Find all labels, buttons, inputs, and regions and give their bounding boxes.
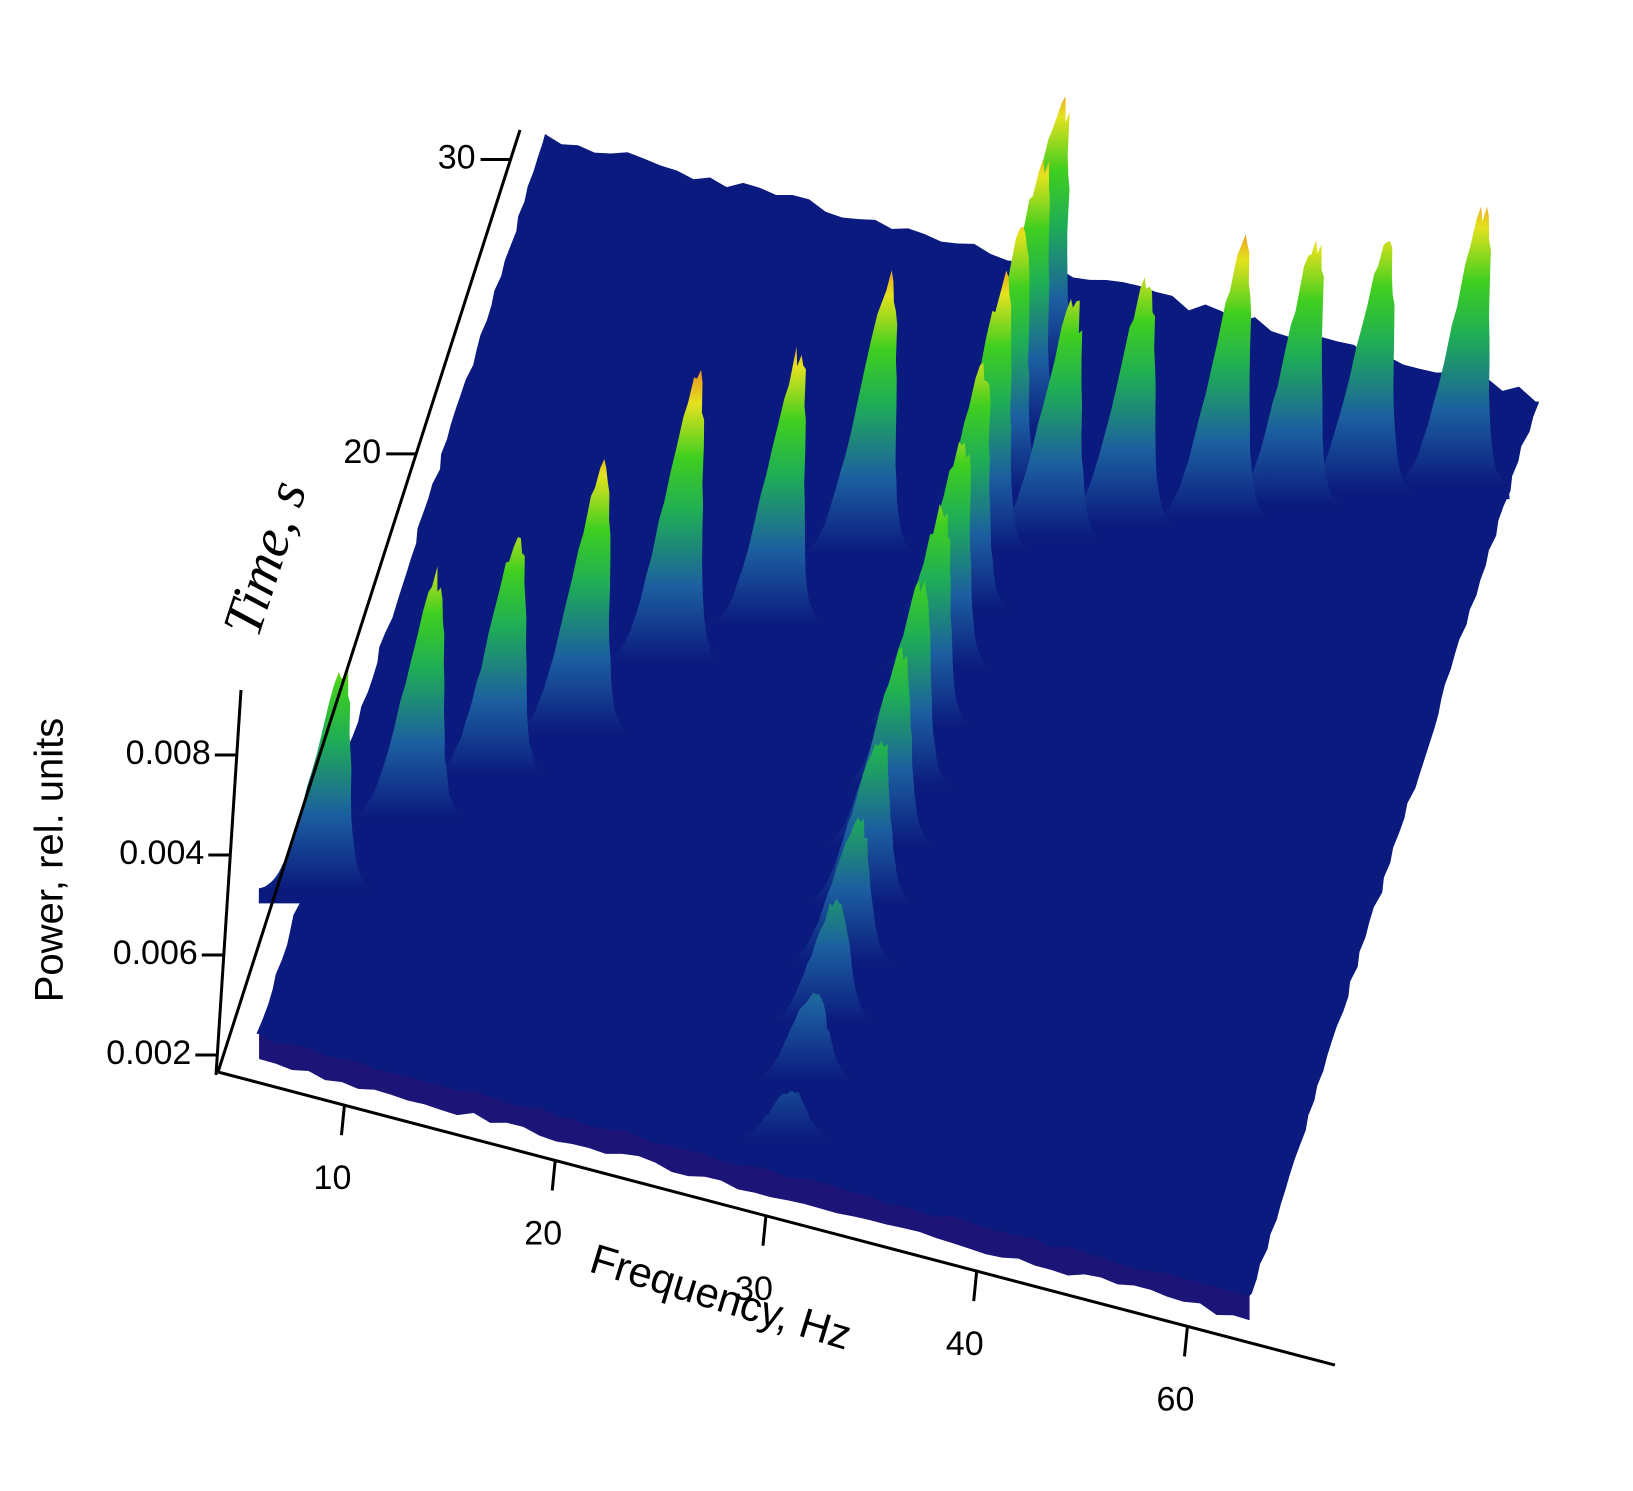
peak [514, 459, 631, 748]
x-tick-label: 40 [946, 1325, 984, 1363]
z-tick-label: 0.006 [113, 934, 198, 972]
peak [783, 817, 900, 978]
peak [988, 298, 1105, 553]
z-tick-label: 0.004 [119, 834, 204, 872]
peak [1393, 206, 1510, 500]
z-tick-label: 0.008 [126, 734, 211, 772]
peak [726, 1091, 843, 1154]
peak [800, 270, 917, 567]
peak [606, 369, 722, 676]
peak [1154, 234, 1271, 533]
z-tick-label: 0.002 [106, 1034, 191, 1072]
x-tick [761, 1215, 768, 1246]
y-axis [216, 129, 522, 1073]
y-tick-label: 30 [438, 138, 476, 176]
y-axis-label: Time, s [211, 473, 319, 643]
peaks [258, 96, 1510, 1154]
peak [1060, 277, 1177, 540]
peak [432, 537, 549, 790]
x-tick [1182, 1326, 1189, 1357]
x-tick-label: 10 [314, 1159, 352, 1197]
x-tick [339, 1105, 346, 1136]
peak [350, 566, 467, 832]
axes: 10 20 30 40 60 20 30 0.002 0.006 0.004 0.008 [106, 129, 1336, 1418]
peak [1227, 240, 1344, 520]
x-tick [972, 1270, 979, 1302]
peak [709, 346, 826, 639]
y-tick-label: 20 [343, 433, 381, 471]
peak [745, 992, 862, 1095]
peak [258, 668, 375, 904]
x-tick [550, 1160, 557, 1191]
x-axis-label: Frequency, Hz [585, 1235, 857, 1359]
x-tick-label: 60 [1157, 1380, 1195, 1418]
peak [764, 898, 881, 1037]
peak [1300, 241, 1416, 507]
z-axis-label: Power, rel. units [28, 718, 72, 1003]
x-axis [217, 1070, 1336, 1367]
x-tick-label: 30 [735, 1270, 773, 1308]
x-tick-label: 20 [524, 1214, 562, 1252]
z-axis [214, 689, 243, 1076]
surface-side [259, 1033, 1250, 1321]
